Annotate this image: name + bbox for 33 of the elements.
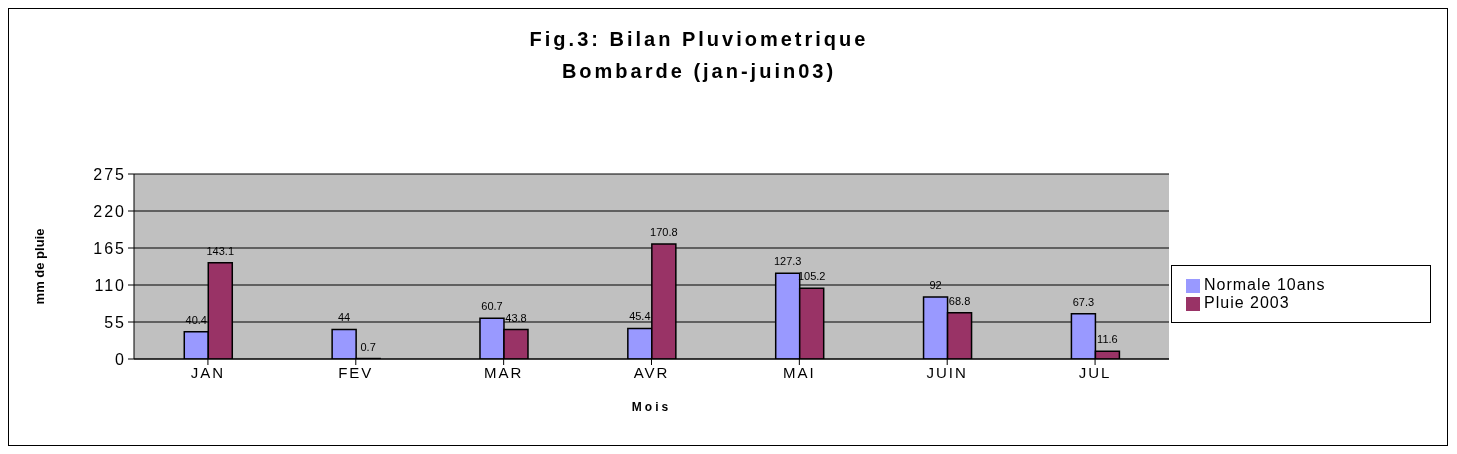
y-axis-title: mm de pluie — [31, 228, 47, 305]
x-axis-title: Mois — [631, 400, 672, 414]
x-tick-label: JUL — [1078, 363, 1112, 381]
x-tick-label: MAI — [783, 363, 816, 381]
data-label: 105.2 — [797, 270, 826, 283]
legend-label: Normale 10ans — [1204, 276, 1326, 293]
data-label: 67.3 — [1072, 295, 1095, 308]
data-label: 45.4 — [629, 310, 651, 323]
data-label: 60.7 — [481, 300, 503, 313]
data-label: 92 — [929, 279, 942, 292]
x-tick-label: JUIN — [926, 363, 968, 381]
chart-subtitle: Bombarde (jan-juin03) — [560, 59, 838, 84]
data-label: 170.8 — [650, 226, 678, 239]
x-tick-label: JAN — [190, 363, 226, 381]
y-tick-label: 220 — [93, 202, 126, 220]
data-label: 0.7 — [360, 340, 376, 353]
data-label: 127.3 — [773, 255, 802, 268]
legend-label: Pluie 2003 — [1204, 294, 1290, 311]
x-tick-label: FEV — [338, 363, 374, 381]
chart-title: Fig.3: Bilan Pluviometrique — [528, 27, 870, 52]
y-tick-label: 275 — [93, 165, 126, 183]
data-label: 68.8 — [948, 294, 971, 307]
data-label: 11.6 — [1097, 333, 1118, 346]
data-label: 40.4 — [185, 313, 207, 326]
x-tick-label: AVR — [633, 363, 670, 381]
y-tick-label: 165 — [93, 239, 126, 257]
data-label: 44 — [338, 311, 351, 324]
y-tick-label: 110 — [94, 276, 126, 294]
y-tick-label: 0 — [115, 350, 126, 368]
y-tick-label: 55 — [104, 313, 126, 331]
data-label: 43.8 — [505, 311, 527, 324]
data-label: 143.1 — [206, 244, 235, 257]
x-tick-label: MAR — [483, 363, 524, 381]
